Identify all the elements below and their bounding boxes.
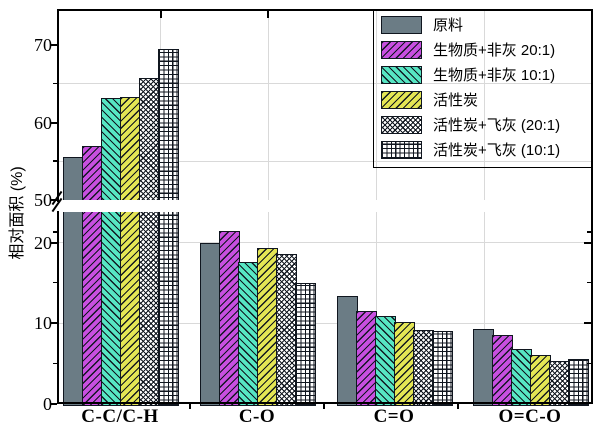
- bar-series6-C-O: [295, 283, 316, 406]
- bar-series3-C-C/C-H: [101, 97, 122, 406]
- x-category-label: O=C-O: [498, 406, 562, 427]
- bar-series6-C-C/C-H: [158, 48, 179, 406]
- legend-swatch: [381, 115, 422, 134]
- legend-swatch: [381, 90, 422, 109]
- bar-series5-C=O: [413, 330, 434, 406]
- legend-label: 活性炭: [433, 92, 479, 109]
- legend-swatch: [381, 40, 422, 59]
- h-gridline: [59, 83, 591, 84]
- legend-label: 活性炭+飞灰 (20:1): [433, 117, 561, 134]
- bar-series2-C=O: [356, 310, 377, 406]
- y-right-minor-tick: [587, 362, 591, 365]
- y-tick-label: 50: [34, 190, 52, 210]
- y-major-tick: [50, 121, 57, 124]
- legend-swatch: [381, 65, 422, 84]
- y-minor-tick: [53, 82, 57, 85]
- legend-item: 活性炭+飞灰 (10:1): [374, 137, 593, 162]
- bar-series4-C=O: [394, 322, 415, 406]
- legend-label: 生物质+非灰 10:1): [433, 67, 556, 84]
- x-bottom-tick: [323, 404, 325, 409]
- bar-series4-O=C-O: [530, 354, 551, 406]
- bar-series2-O=C-O: [492, 335, 513, 406]
- legend-label: 生物质+非灰 20:1): [433, 42, 556, 59]
- bar-series5-C-C/C-H: [139, 77, 160, 406]
- y-tick-label: 0: [43, 394, 52, 414]
- h-gridline: [59, 322, 591, 324]
- legend-swatch: [381, 15, 422, 34]
- bar-series3-C-O: [238, 262, 259, 406]
- y-right-major-tick: [584, 322, 591, 324]
- axis-break-band: [59, 200, 591, 212]
- y-axis-title: 相对面积 (%): [9, 166, 26, 260]
- bar-series3-C=O: [375, 315, 396, 406]
- x-bottom-tick: [457, 404, 459, 409]
- y-tick-label: 10: [34, 313, 52, 333]
- x-top-tick: [159, 11, 162, 18]
- y-right-minor-tick: [587, 281, 591, 284]
- y-major-tick: [50, 44, 57, 46]
- legend-item: 原料: [374, 12, 593, 37]
- legend-label: 原料: [433, 17, 464, 34]
- y-minor-tick: [53, 281, 57, 284]
- bar-series6-C=O: [432, 331, 453, 406]
- x-category-label: C=O: [373, 406, 415, 427]
- y-minor-tick: [53, 362, 57, 365]
- bar-series2-C-O: [219, 231, 240, 406]
- legend-item: 生物质+非灰 10:1): [374, 62, 593, 87]
- h-gridline: [59, 160, 591, 162]
- bar-series1-C-O: [200, 242, 221, 406]
- y-tick-label: 20: [34, 232, 52, 253]
- y-major-tick: [50, 322, 57, 324]
- bar-series1-O=C-O: [473, 328, 494, 406]
- legend-item: 活性炭: [374, 87, 593, 112]
- legend-label: 活性炭+飞灰 (10:1): [433, 142, 561, 159]
- bar-series3-O=C-O: [511, 348, 532, 406]
- x-category-label: C-O: [238, 406, 276, 427]
- x-category-label: C-C/C-H: [81, 406, 159, 427]
- y-major-tick: [50, 403, 57, 405]
- legend-item: 活性炭+飞灰 (20:1): [374, 112, 593, 137]
- bar-series5-O=C-O: [549, 361, 570, 406]
- bar-series2-C-C/C-H: [82, 145, 103, 406]
- legend-swatch: [381, 140, 422, 159]
- h-gridline: [59, 242, 591, 243]
- bar-series1-C-C/C-H: [63, 157, 84, 406]
- bar-series4-C-O: [257, 247, 278, 406]
- y-tick-label: 60: [34, 112, 52, 133]
- y-major-tick: [50, 241, 57, 244]
- bar-series1-C=O: [337, 296, 358, 406]
- y-major-tick: [50, 199, 57, 201]
- legend-item: 生物质+非灰 20:1): [374, 37, 593, 62]
- y-right-major-tick: [584, 241, 591, 244]
- x-bottom-tick: [189, 404, 191, 409]
- bar-series6-O=C-O: [568, 358, 589, 406]
- y-tick-label: 70: [34, 35, 52, 55]
- y-minor-tick: [53, 231, 57, 233]
- legend: 原料生物质+非灰 20:1) 生物质+非灰 10:1) 活性炭活性炭+飞灰 (20:…: [373, 9, 593, 168]
- x-top-tick: [267, 11, 270, 18]
- bar-series4-C-C/C-H: [120, 96, 141, 406]
- bar-series5-C-O: [276, 254, 297, 406]
- y-minor-tick: [53, 160, 57, 162]
- y-right-minor-tick: [587, 231, 591, 233]
